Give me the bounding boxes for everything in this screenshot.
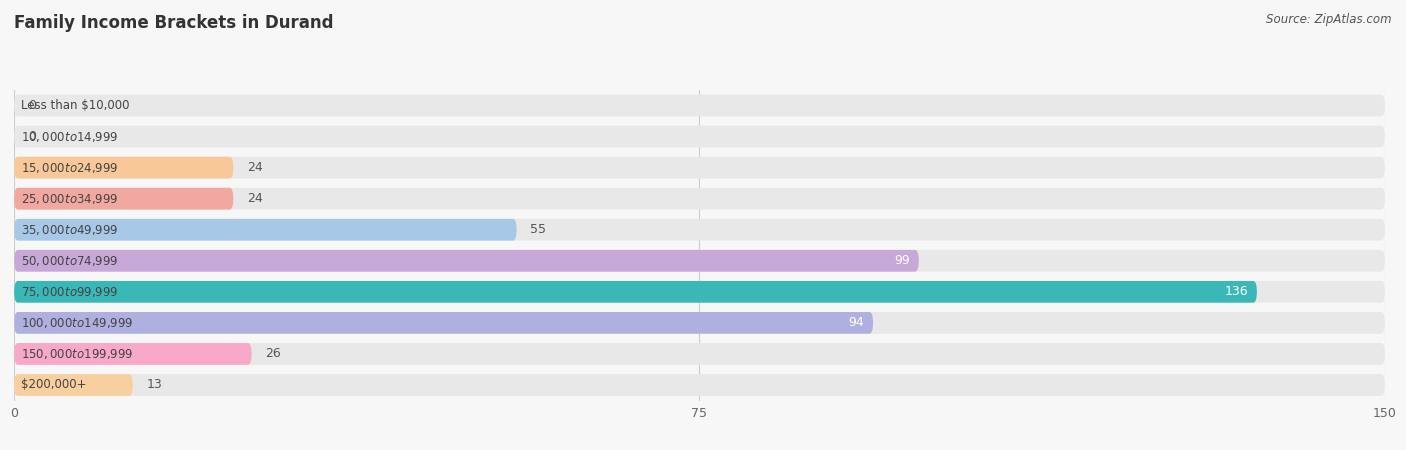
Text: 24: 24 [247, 192, 263, 205]
Text: $200,000+: $200,000+ [21, 378, 87, 392]
FancyBboxPatch shape [14, 157, 233, 179]
FancyBboxPatch shape [14, 219, 517, 241]
FancyBboxPatch shape [14, 250, 920, 272]
FancyBboxPatch shape [14, 126, 1385, 148]
FancyBboxPatch shape [14, 188, 1385, 210]
FancyBboxPatch shape [14, 250, 1385, 272]
FancyBboxPatch shape [14, 343, 252, 365]
Text: 0: 0 [28, 130, 35, 143]
Text: 0: 0 [28, 99, 35, 112]
FancyBboxPatch shape [14, 374, 134, 396]
Text: $10,000 to $14,999: $10,000 to $14,999 [21, 130, 120, 144]
Text: Family Income Brackets in Durand: Family Income Brackets in Durand [14, 14, 333, 32]
FancyBboxPatch shape [14, 94, 1385, 117]
Text: 24: 24 [247, 161, 263, 174]
Text: 26: 26 [266, 347, 281, 360]
Text: $75,000 to $99,999: $75,000 to $99,999 [21, 285, 120, 299]
Text: $150,000 to $199,999: $150,000 to $199,999 [21, 347, 134, 361]
FancyBboxPatch shape [14, 281, 1385, 303]
FancyBboxPatch shape [14, 281, 1257, 303]
FancyBboxPatch shape [14, 312, 873, 334]
FancyBboxPatch shape [14, 374, 1385, 396]
FancyBboxPatch shape [14, 312, 1385, 334]
Text: 13: 13 [146, 378, 162, 392]
FancyBboxPatch shape [14, 219, 1385, 241]
Text: $15,000 to $24,999: $15,000 to $24,999 [21, 161, 120, 175]
Text: 136: 136 [1225, 285, 1249, 298]
Text: Less than $10,000: Less than $10,000 [21, 99, 129, 112]
Text: 94: 94 [848, 316, 863, 329]
FancyBboxPatch shape [14, 188, 233, 210]
Text: $35,000 to $49,999: $35,000 to $49,999 [21, 223, 120, 237]
Text: $100,000 to $149,999: $100,000 to $149,999 [21, 316, 134, 330]
Text: Source: ZipAtlas.com: Source: ZipAtlas.com [1267, 14, 1392, 27]
FancyBboxPatch shape [14, 157, 1385, 179]
Text: 99: 99 [894, 254, 910, 267]
Text: $25,000 to $34,999: $25,000 to $34,999 [21, 192, 120, 206]
Text: 55: 55 [530, 223, 547, 236]
FancyBboxPatch shape [14, 343, 1385, 365]
Text: $50,000 to $74,999: $50,000 to $74,999 [21, 254, 120, 268]
